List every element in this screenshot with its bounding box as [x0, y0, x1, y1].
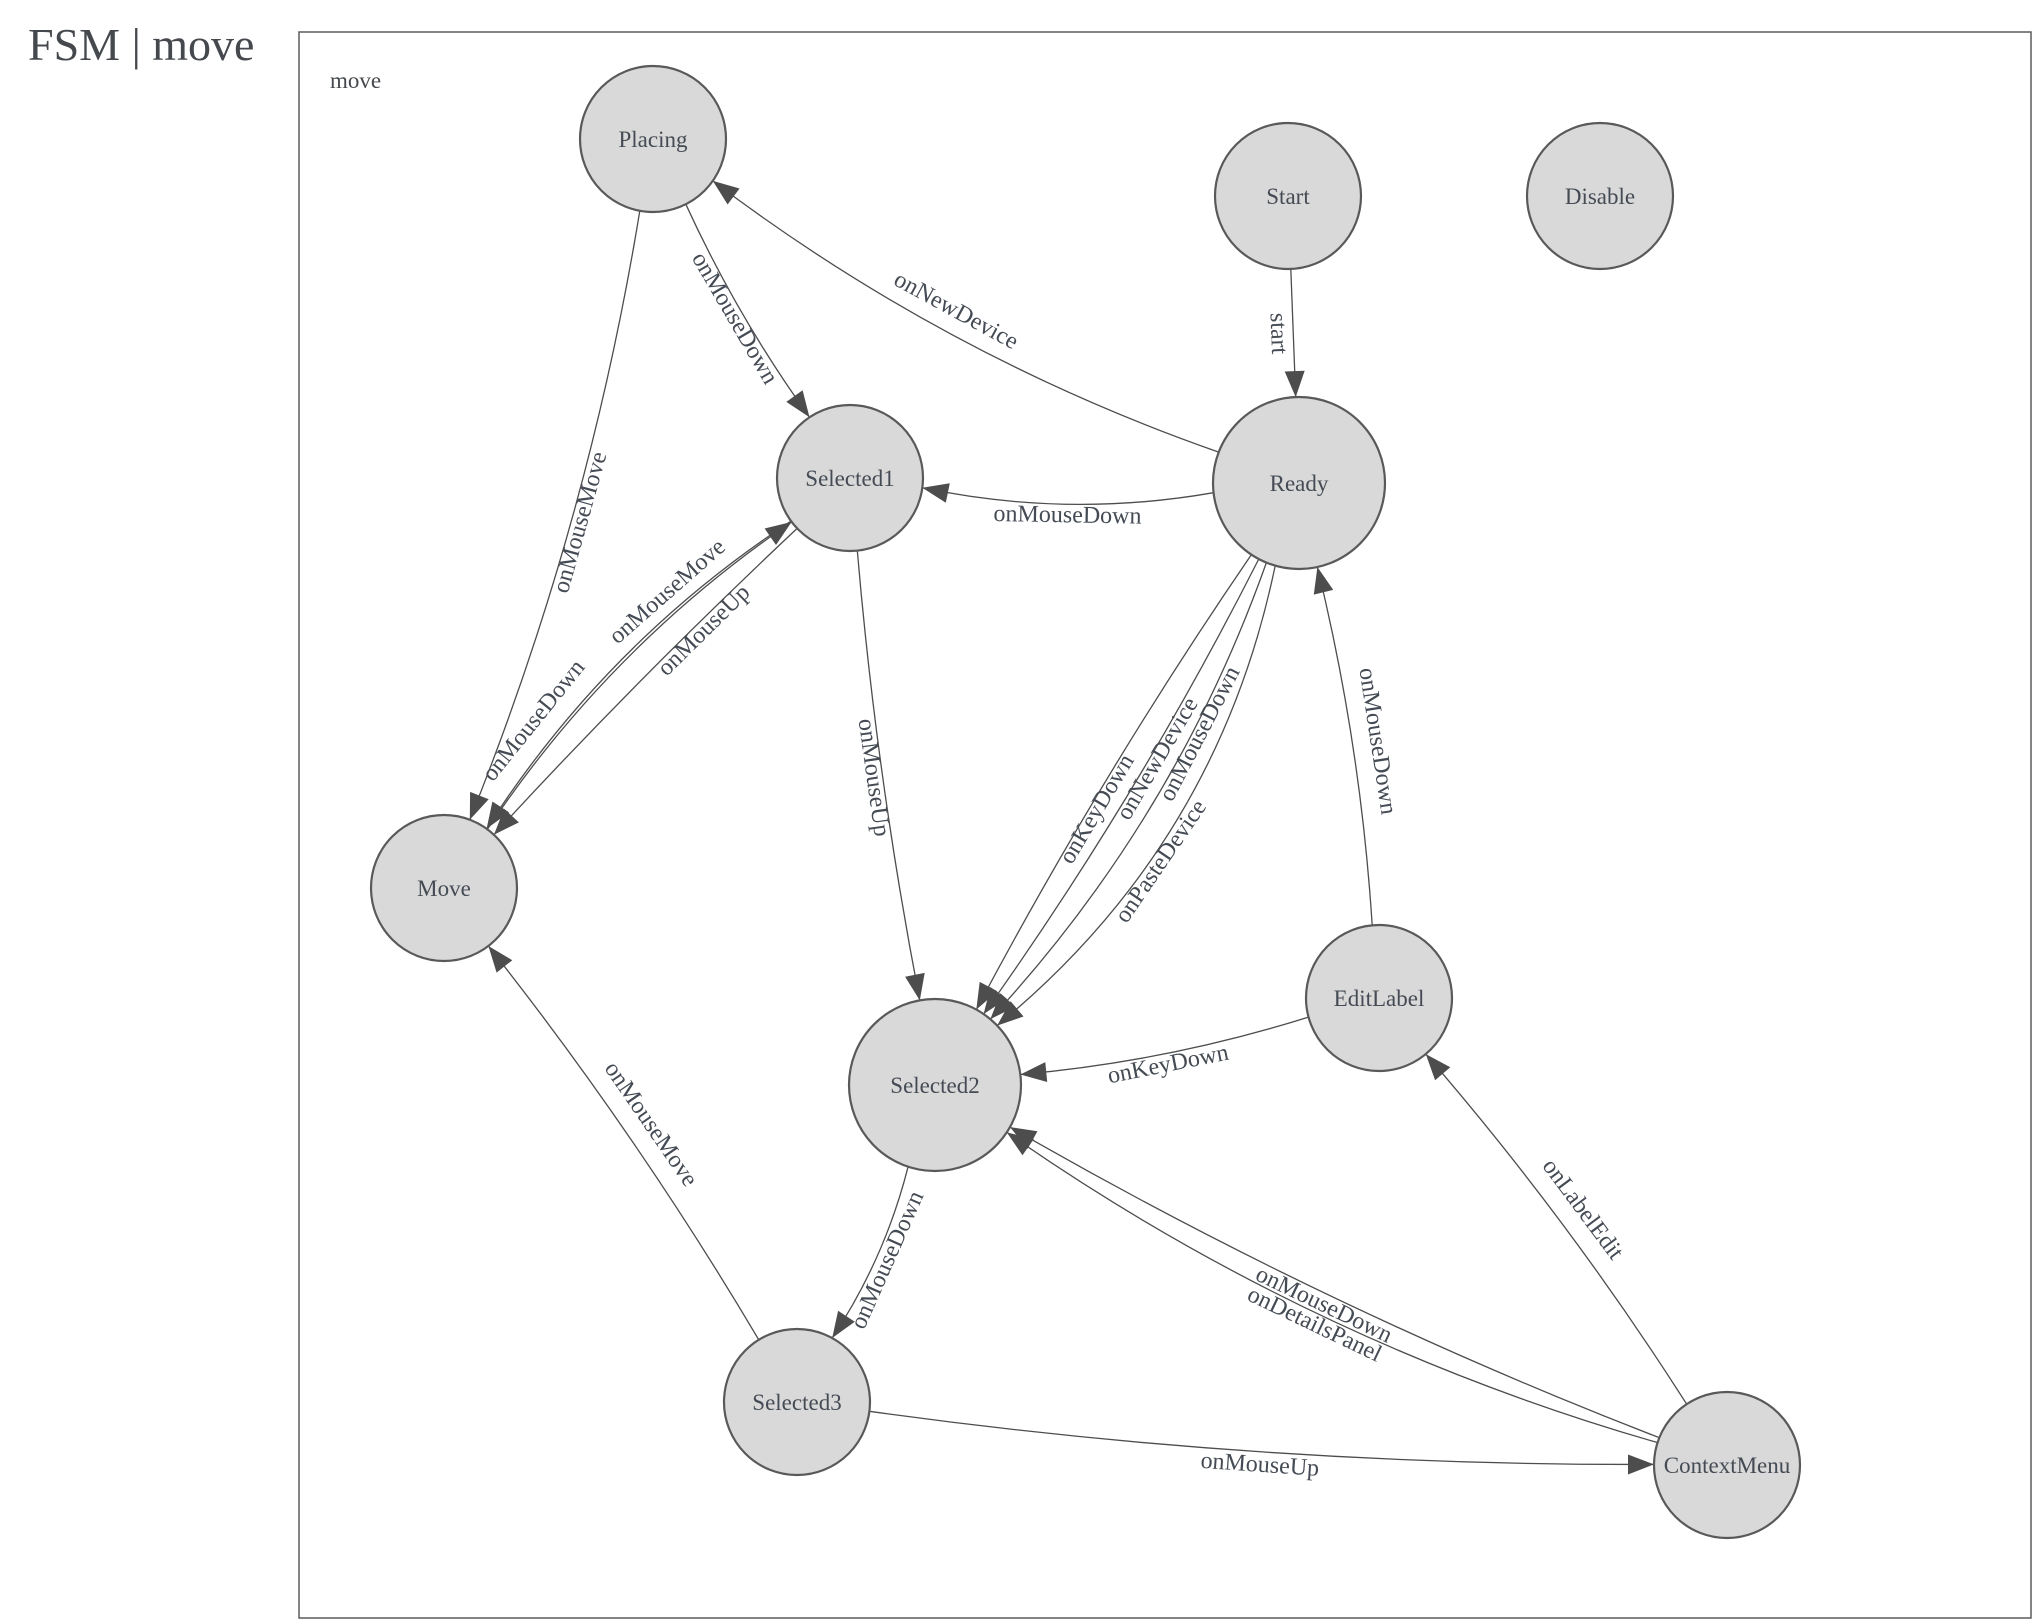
svg-text:onKeyDown: onKeyDown	[1105, 1040, 1230, 1090]
svg-text:onMouseDown: onMouseDown	[846, 1187, 930, 1333]
svg-text:ContextMenu: ContextMenu	[1664, 1453, 1791, 1478]
svg-text:onMouseDown: onMouseDown	[993, 501, 1141, 530]
svg-text:onMouseDown: onMouseDown	[477, 655, 590, 787]
svg-text:Selected2: Selected2	[890, 1073, 979, 1098]
svg-text:onMouseUp: onMouseUp	[1200, 1448, 1320, 1482]
svg-text:Selected3: Selected3	[752, 1390, 841, 1415]
svg-text:Ready: Ready	[1270, 471, 1329, 496]
svg-text:onMouseDown: onMouseDown	[1353, 666, 1401, 816]
svg-text:Disable: Disable	[1565, 184, 1635, 209]
svg-text:onMouseDown: onMouseDown	[686, 248, 783, 389]
svg-text:EditLabel: EditLabel	[1334, 986, 1425, 1011]
svg-text:Start: Start	[1266, 184, 1310, 209]
svg-text:Placing: Placing	[619, 127, 688, 152]
svg-text:Move: Move	[417, 876, 471, 901]
svg-text:move: move	[330, 68, 381, 93]
svg-text:onMouseMove: onMouseMove	[548, 449, 612, 596]
svg-text:Selected1: Selected1	[805, 466, 894, 491]
svg-text:onMouseUp: onMouseUp	[853, 717, 895, 838]
svg-text:onMouseMove: onMouseMove	[599, 1057, 703, 1191]
svg-text:start: start	[1265, 312, 1293, 355]
svg-text:onLabelEdit: onLabelEdit	[1537, 1154, 1629, 1265]
